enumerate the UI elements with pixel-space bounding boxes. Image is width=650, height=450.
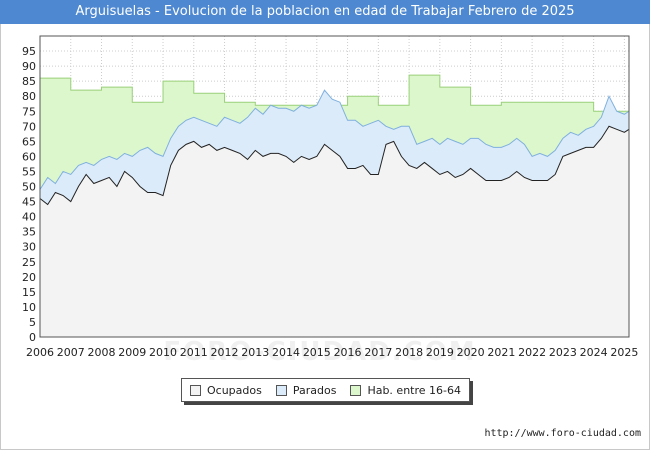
chart-title: Arguisuelas - Evolucion de la poblacion …: [0, 0, 650, 24]
x-tick-label: 2022: [518, 346, 546, 359]
legend: Ocupados Parados Hab. entre 16-64: [181, 378, 470, 402]
y-tick-label: 10: [22, 301, 36, 314]
x-tick-labels: 2006 2007 2008 2009 2010 2011 2012 2013 2014 2015…: [26, 346, 638, 359]
legend-label-hab: Hab. entre 16-64: [367, 383, 461, 397]
legend-swatch-parados: [275, 384, 287, 396]
y-tick-label: 50: [22, 181, 36, 194]
x-tick-label: 2016: [334, 346, 362, 359]
y-tick-label: 90: [22, 60, 36, 73]
y-tick-label: 55: [22, 165, 36, 178]
y-tick-label: 0: [29, 331, 36, 344]
legend-item-ocupados: Ocupados: [189, 383, 262, 397]
x-tick-label: 2010: [149, 346, 177, 359]
y-tick-label: 95: [22, 45, 36, 58]
legend-label-parados: Parados: [292, 383, 337, 397]
legend-swatch-hab: [350, 384, 362, 396]
y-tick-label: 40: [22, 211, 36, 224]
axes: [39, 35, 630, 338]
x-tick-label: 2020: [457, 346, 485, 359]
y-tick-label: 25: [22, 256, 36, 269]
x-tick-label: 2012: [211, 346, 239, 359]
series-areas: [39, 74, 630, 338]
x-tick-label: 2014: [272, 346, 300, 359]
x-tick-label: 2024: [580, 346, 608, 359]
x-tick-label: 2006: [26, 346, 54, 359]
plot-border: [39, 35, 630, 338]
legend-swatch-ocupados: [189, 384, 201, 396]
watermark: FORO-CIUDAD.COM: [163, 337, 477, 367]
x-tick-label: 2013: [241, 346, 269, 359]
y-tick-label: 35: [22, 226, 36, 239]
x-tick-label: 2025: [610, 346, 638, 359]
x-tick-label: 2011: [180, 346, 208, 359]
y-tick-label: 85: [22, 75, 36, 88]
y-tick-label: 60: [22, 150, 36, 163]
x-tick-label: 2008: [88, 346, 116, 359]
x-tick-label: 2021: [487, 346, 515, 359]
y-tick-label: 45: [22, 196, 36, 209]
legend-label-ocupados: Ocupados: [206, 383, 262, 397]
y-tick-label: 70: [22, 120, 36, 133]
x-tick-label: 2023: [549, 346, 577, 359]
y-tick-label: 75: [22, 105, 36, 118]
x-tick-label: 2007: [57, 346, 85, 359]
legend-item-parados: Parados: [275, 383, 337, 397]
y-tick-label: 30: [22, 241, 36, 254]
y-tick-label: 65: [22, 135, 36, 148]
series-line-parados: [39, 89, 630, 190]
y-tick-label: 80: [22, 90, 36, 103]
x-tick-label: 2018: [395, 346, 423, 359]
x-tick-label: 2017: [364, 346, 392, 359]
y-tick-label: 20: [22, 271, 36, 284]
series-area-ocupados: [40, 126, 629, 337]
legend-item-hab: Hab. entre 16-64: [350, 384, 461, 397]
x-tick-label: 2019: [426, 346, 454, 359]
x-tick-label: 2009: [118, 346, 146, 359]
y-tick-label: 15: [22, 286, 36, 299]
y-tick-labels: 0 5 10 15 20 25 30 35 40 45 50 55 60 65 70 75 80 85 90 95: [22, 45, 36, 344]
series-line-ocupados: [39, 125, 630, 206]
footer-url[interactable]: http://www.foro-ciudad.com: [484, 428, 641, 439]
y-tick-label: 5: [29, 316, 36, 329]
x-tick-label: 2015: [303, 346, 331, 359]
